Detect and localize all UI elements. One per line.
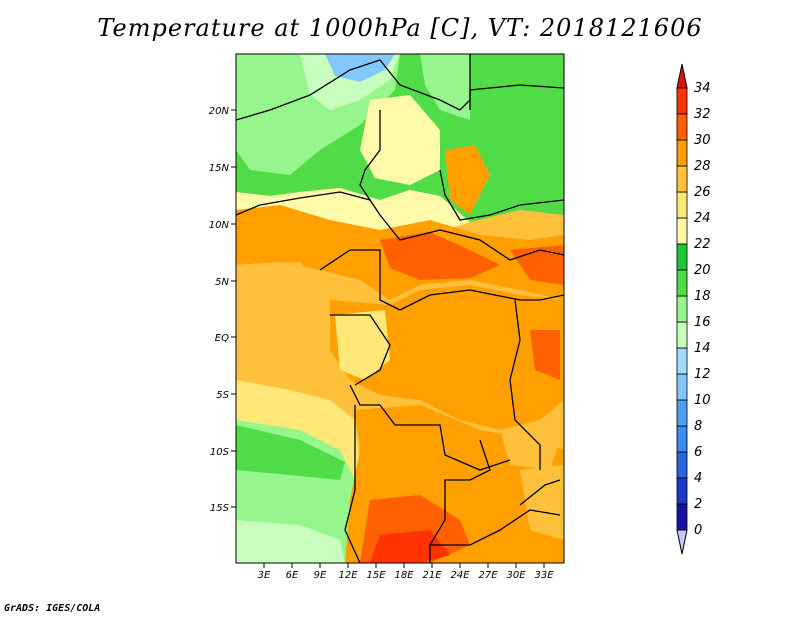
lon-label: 30E (506, 570, 526, 581)
colorbar-segment (676, 139, 688, 167)
lat-label: 10N (209, 220, 230, 231)
colorbar-segment (676, 87, 688, 115)
lat-label: 5N (215, 277, 229, 288)
colorbar-label: 30 (694, 133, 711, 148)
colorbar-label: 34 (694, 81, 711, 96)
lon-label: 27E (478, 570, 498, 581)
lat-label: 20N (209, 106, 230, 117)
colorbar-label: 14 (694, 341, 711, 356)
colorbar-segment (676, 477, 688, 505)
colorbar-label: 10 (694, 393, 711, 408)
colorbar-segment (676, 399, 688, 427)
colorbar-labels: 34 32 30 28 26 24 22 20 18 16 14 12 10 8… (694, 81, 711, 538)
colorbar-label: 24 (694, 211, 711, 226)
colorbar-bottom-arrow (676, 529, 688, 555)
lat-label: 15S (210, 503, 230, 514)
colorbar-label: 28 (694, 159, 711, 174)
lon-label: 33E (534, 570, 554, 581)
colorbar-segment (676, 217, 688, 245)
lon-label: 18E (394, 570, 414, 581)
lat-label: EQ (215, 333, 229, 344)
colorbar-top-arrow (676, 63, 688, 89)
colorbar-segment (676, 165, 688, 193)
lon-label: 6E (286, 570, 299, 581)
lon-label: 9E (314, 570, 327, 581)
colorbar-label: 12 (694, 367, 711, 382)
colorbar-segment (676, 295, 688, 323)
colorbar-segment (676, 269, 688, 297)
colorbar-label: 26 (694, 185, 711, 200)
colorbar-label: 32 (694, 107, 711, 122)
colorbar-label: 16 (694, 315, 711, 330)
colorbar-label: 18 (694, 289, 711, 304)
colorbar-segment (676, 425, 688, 453)
country-borders (236, 54, 564, 563)
colorbar-label: 8 (694, 419, 702, 434)
colorbar-segment (676, 503, 688, 531)
colorbar-segment (676, 113, 688, 141)
latitude-axis: 20N 15N 10N 5N EQ 5S 10S 15S (209, 106, 236, 514)
lat-label: 5S (216, 390, 229, 401)
colorbar-label: 6 (694, 445, 702, 460)
lon-label: 15E (366, 570, 386, 581)
lon-label: 12E (338, 570, 358, 581)
colorbar-label: 22 (694, 237, 711, 252)
colorbar-segment (676, 191, 688, 219)
colorbar-segments (676, 63, 688, 555)
lon-label: 24E (450, 570, 470, 581)
colorbar-label: 0 (694, 523, 702, 538)
lon-label: 21E (422, 570, 442, 581)
lon-label: 3E (258, 570, 271, 581)
lat-label: 10S (210, 447, 230, 458)
lat-label: 15N (209, 163, 230, 174)
map-frame (235, 53, 565, 564)
temperature-field (236, 54, 564, 563)
colorbar-segment (676, 373, 688, 401)
colorbar: 34 32 30 28 26 24 22 20 18 16 14 12 10 8… (676, 63, 711, 555)
colorbar-segment (676, 243, 688, 271)
map-title: Temperature at 1000hPa [C], VT: 20181216… (97, 14, 703, 42)
colorbar-label: 2 (694, 497, 702, 512)
longitude-axis: 3E 6E 9E 12E 15E 18E 21E 24E 27E 30E 33E (258, 563, 554, 581)
colorbar-segment (676, 347, 688, 375)
colorbar-label: 20 (694, 263, 711, 278)
colorbar-segment (676, 451, 688, 479)
colorbar-segment (676, 321, 688, 349)
credit-text: GrADS: IGES/COLA (4, 603, 101, 614)
colorbar-label: 4 (694, 471, 702, 486)
